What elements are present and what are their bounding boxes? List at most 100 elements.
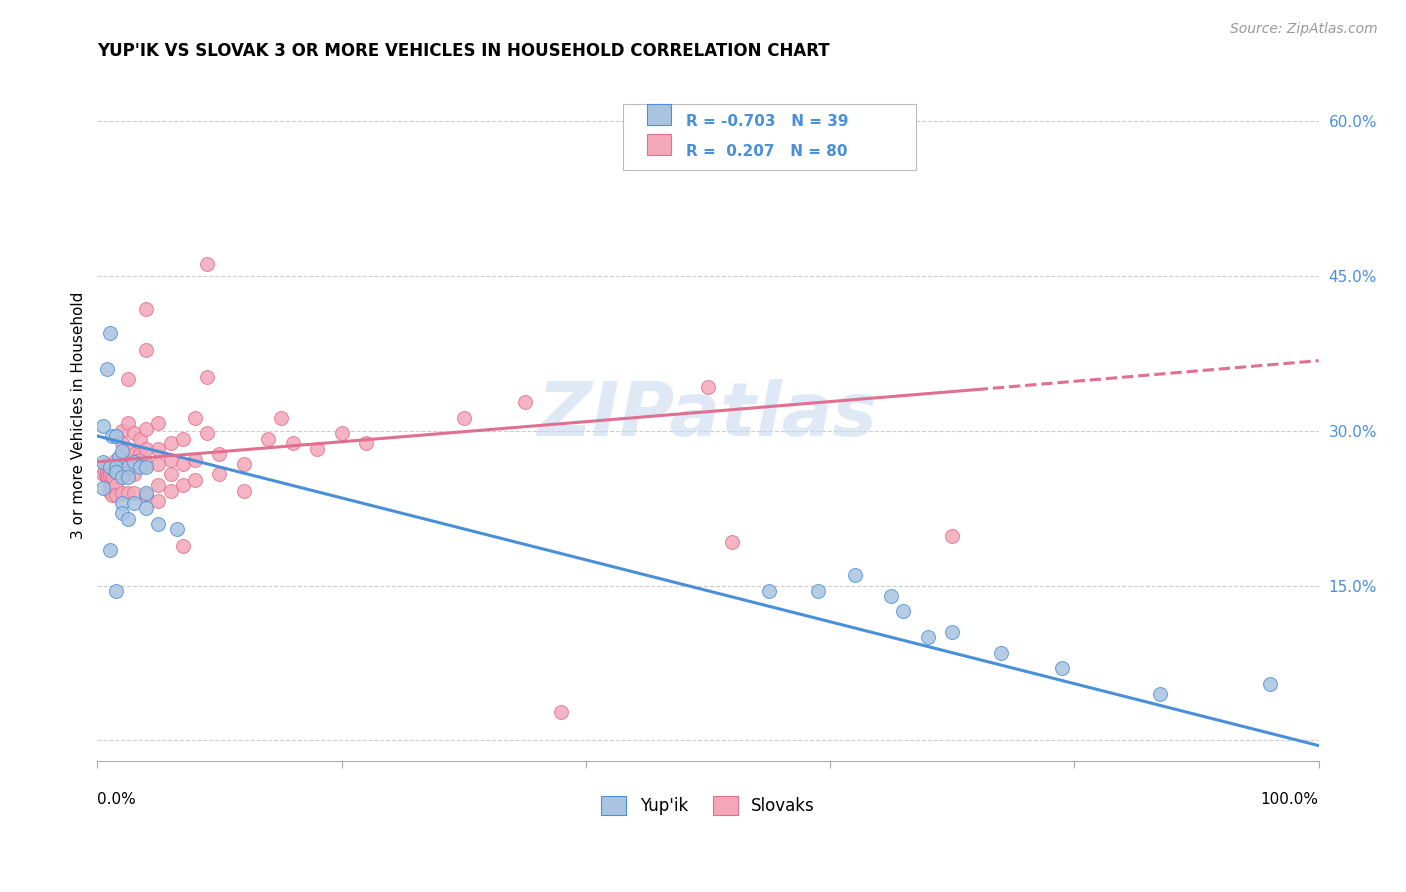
Point bbox=[108, 450, 131, 464]
Point bbox=[148, 457, 170, 471]
Point bbox=[184, 452, 207, 467]
Point bbox=[111, 496, 134, 510]
Point bbox=[101, 429, 124, 443]
Point bbox=[135, 460, 157, 475]
Point bbox=[122, 425, 145, 440]
Point bbox=[354, 436, 377, 450]
Point bbox=[166, 522, 188, 536]
Point bbox=[98, 326, 121, 340]
Point bbox=[941, 625, 963, 640]
Point bbox=[93, 418, 115, 433]
Point bbox=[104, 488, 127, 502]
Point bbox=[135, 485, 157, 500]
Point bbox=[122, 496, 145, 510]
Text: Source: ZipAtlas.com: Source: ZipAtlas.com bbox=[1230, 22, 1378, 37]
Point bbox=[135, 343, 157, 358]
Point bbox=[195, 425, 218, 440]
Point bbox=[129, 460, 152, 475]
Point bbox=[1149, 687, 1171, 701]
Point bbox=[122, 457, 145, 471]
Bar bbox=[647, 134, 672, 154]
Point bbox=[172, 432, 194, 446]
Point bbox=[101, 477, 124, 491]
Point bbox=[159, 483, 181, 498]
Text: 100.0%: 100.0% bbox=[1261, 791, 1319, 806]
Point bbox=[117, 467, 139, 482]
Point bbox=[135, 422, 157, 436]
Point bbox=[159, 436, 181, 450]
Point bbox=[990, 646, 1012, 660]
Y-axis label: 3 or more Vehicles in Household: 3 or more Vehicles in Household bbox=[72, 292, 86, 539]
Point bbox=[184, 411, 207, 425]
Point bbox=[117, 452, 139, 467]
Point bbox=[129, 446, 152, 460]
Point bbox=[93, 481, 115, 495]
Point bbox=[96, 469, 118, 483]
Point bbox=[117, 511, 139, 525]
Point bbox=[550, 705, 572, 719]
Legend: Yup'ik, Slovaks: Yup'ik, Slovaks bbox=[602, 796, 815, 815]
Point bbox=[111, 470, 134, 484]
Point bbox=[122, 467, 145, 482]
Point bbox=[98, 542, 121, 557]
Point bbox=[104, 465, 127, 479]
Point bbox=[1258, 676, 1281, 690]
Point bbox=[172, 540, 194, 554]
Text: YUP'IK VS SLOVAK 3 OR MORE VEHICLES IN HOUSEHOLD CORRELATION CHART: YUP'IK VS SLOVAK 3 OR MORE VEHICLES IN H… bbox=[97, 42, 830, 60]
Point bbox=[148, 494, 170, 508]
Point bbox=[94, 469, 117, 483]
Point bbox=[111, 444, 134, 458]
Point bbox=[122, 446, 145, 460]
Point bbox=[104, 477, 127, 491]
Point bbox=[103, 470, 125, 484]
Text: R = -0.703   N = 39: R = -0.703 N = 39 bbox=[686, 114, 849, 129]
Point bbox=[513, 395, 536, 409]
Point bbox=[98, 465, 121, 479]
Point bbox=[232, 457, 254, 471]
Point bbox=[807, 583, 830, 598]
Point bbox=[98, 477, 121, 491]
Point bbox=[122, 485, 145, 500]
Point bbox=[159, 467, 181, 482]
Point bbox=[281, 436, 304, 450]
Point bbox=[135, 301, 157, 316]
Point bbox=[98, 484, 121, 499]
Point bbox=[330, 425, 353, 440]
Point bbox=[307, 442, 329, 457]
Point bbox=[104, 460, 127, 475]
Point bbox=[117, 442, 139, 457]
Point bbox=[93, 463, 115, 477]
Point bbox=[148, 442, 170, 457]
Point bbox=[117, 485, 139, 500]
Point bbox=[721, 535, 744, 549]
Point bbox=[101, 488, 124, 502]
Point bbox=[98, 460, 121, 475]
Point bbox=[148, 516, 170, 531]
Point bbox=[117, 470, 139, 484]
Point bbox=[844, 568, 866, 582]
Point bbox=[93, 467, 115, 482]
Point bbox=[122, 455, 145, 469]
Point bbox=[184, 474, 207, 488]
Point bbox=[111, 465, 134, 479]
Point bbox=[135, 457, 157, 471]
Point bbox=[117, 460, 139, 475]
Point bbox=[117, 372, 139, 386]
Point bbox=[941, 529, 963, 543]
Point bbox=[97, 458, 120, 473]
Point bbox=[111, 424, 134, 438]
Point bbox=[257, 432, 280, 446]
Point bbox=[97, 469, 120, 483]
Point bbox=[208, 467, 231, 482]
Point bbox=[159, 452, 181, 467]
Point bbox=[129, 452, 152, 467]
Point bbox=[453, 411, 475, 425]
Point bbox=[104, 460, 127, 475]
Point bbox=[96, 362, 118, 376]
Point bbox=[148, 416, 170, 430]
Point bbox=[232, 483, 254, 498]
Point bbox=[172, 457, 194, 471]
Point bbox=[135, 501, 157, 516]
Point bbox=[758, 583, 780, 598]
Text: R =  0.207   N = 80: R = 0.207 N = 80 bbox=[686, 144, 848, 159]
